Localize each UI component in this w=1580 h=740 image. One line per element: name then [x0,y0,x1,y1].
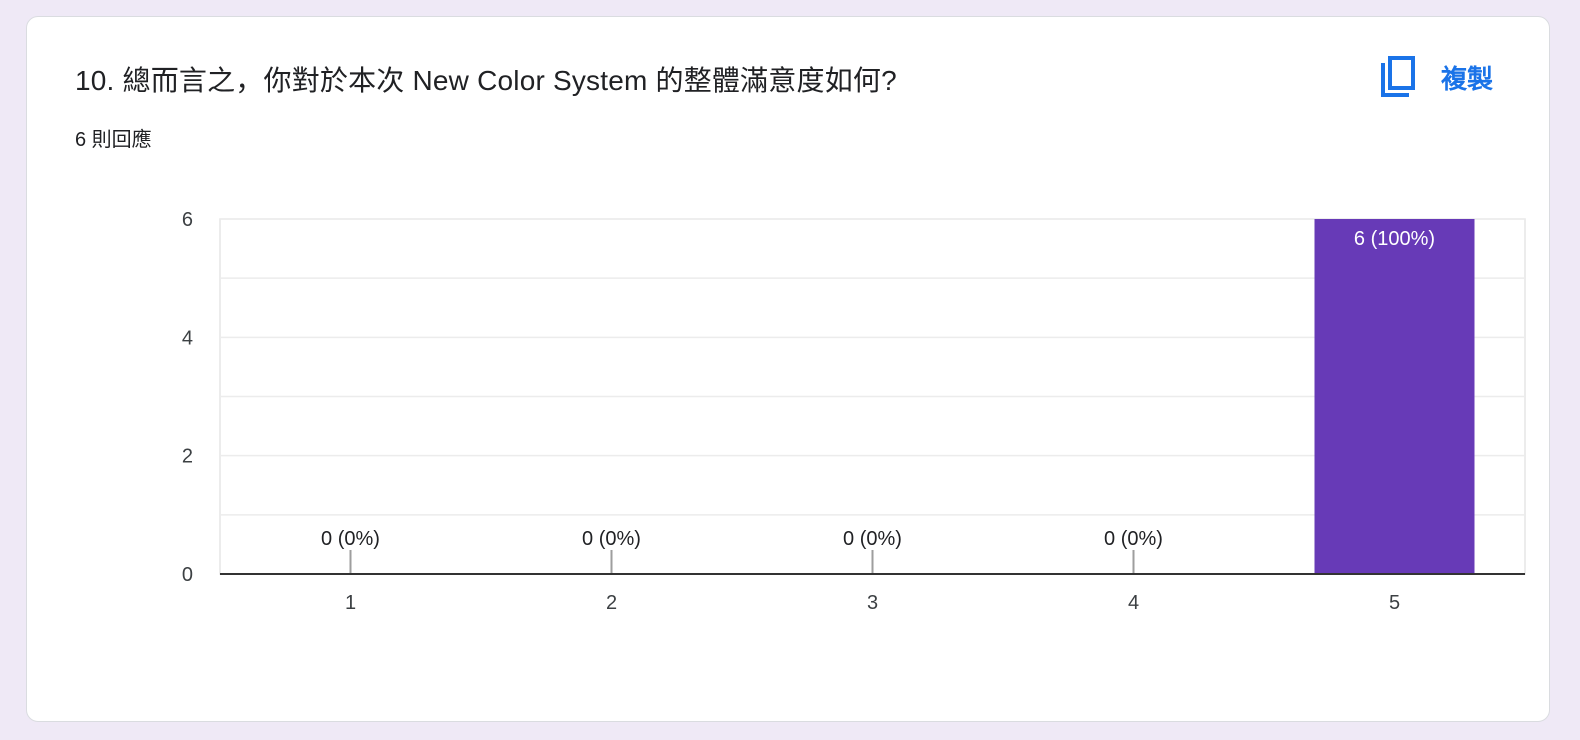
copy-label: 複製 [1440,63,1493,94]
question-title: 10. 總而言之，你對於本次 New Color System 的整體滿意度如何… [75,65,897,96]
x-tick-label: 2 [606,592,617,614]
response-count: 6 則回應 [75,129,152,151]
y-tick-label: 4 [182,327,193,349]
bar-data-label: 0 (0%) [582,528,641,550]
x-tick-label: 3 [867,592,878,614]
x-tick-label: 5 [1389,592,1400,614]
bar-data-label: 0 (0%) [1104,528,1163,550]
y-tick-label: 0 [182,564,193,586]
y-tick-label: 6 [182,209,193,231]
bar-data-label: 0 (0%) [843,528,902,550]
question-card: 10. 總而言之，你對於本次 New Color System 的整體滿意度如何… [26,16,1550,722]
x-tick-label: 4 [1128,592,1139,614]
bar-data-label: 6 (100%) [1354,228,1435,250]
x-tick-label: 1 [345,592,356,614]
copy-button[interactable]: 複製 [1379,55,1493,99]
y-tick-label: 2 [182,446,193,468]
copy-icon [1380,56,1415,97]
bar-data-label: 0 (0%) [321,528,380,550]
bar [1314,219,1475,574]
